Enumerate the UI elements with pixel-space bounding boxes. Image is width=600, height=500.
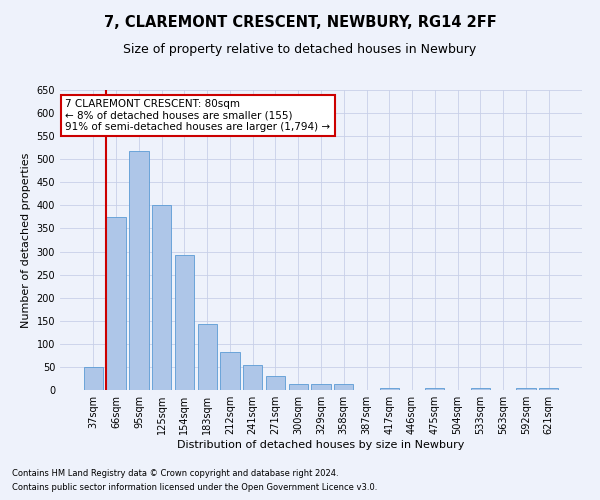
Bar	[106, 217, 126, 390]
Text: 7 CLAREMONT CRESCENT: 80sqm
← 8% of detached houses are smaller (155)
91% of sem: 7 CLAREMONT CRESCENT: 80sqm ← 8% of deta…	[65, 99, 331, 132]
Bar	[129, 151, 149, 390]
Text: Contains HM Land Registry data © Crown copyright and database right 2024.: Contains HM Land Registry data © Crown c…	[12, 468, 338, 477]
Bar	[311, 384, 331, 390]
Bar	[152, 206, 172, 390]
Y-axis label: Number of detached properties: Number of detached properties	[21, 152, 31, 328]
Text: Contains public sector information licensed under the Open Government Licence v3: Contains public sector information licen…	[12, 484, 377, 492]
Bar	[84, 367, 103, 390]
X-axis label: Distribution of detached houses by size in Newbury: Distribution of detached houses by size …	[178, 440, 464, 450]
Bar	[289, 384, 308, 390]
Bar	[334, 384, 353, 390]
Bar	[470, 388, 490, 390]
Bar	[220, 352, 239, 390]
Bar	[380, 388, 399, 390]
Bar	[516, 388, 536, 390]
Bar	[243, 364, 262, 390]
Text: Size of property relative to detached houses in Newbury: Size of property relative to detached ho…	[124, 42, 476, 56]
Bar	[197, 324, 217, 390]
Bar	[266, 376, 285, 390]
Bar	[175, 255, 194, 390]
Bar	[425, 388, 445, 390]
Bar	[539, 388, 558, 390]
Text: 7, CLAREMONT CRESCENT, NEWBURY, RG14 2FF: 7, CLAREMONT CRESCENT, NEWBURY, RG14 2FF	[104, 15, 496, 30]
